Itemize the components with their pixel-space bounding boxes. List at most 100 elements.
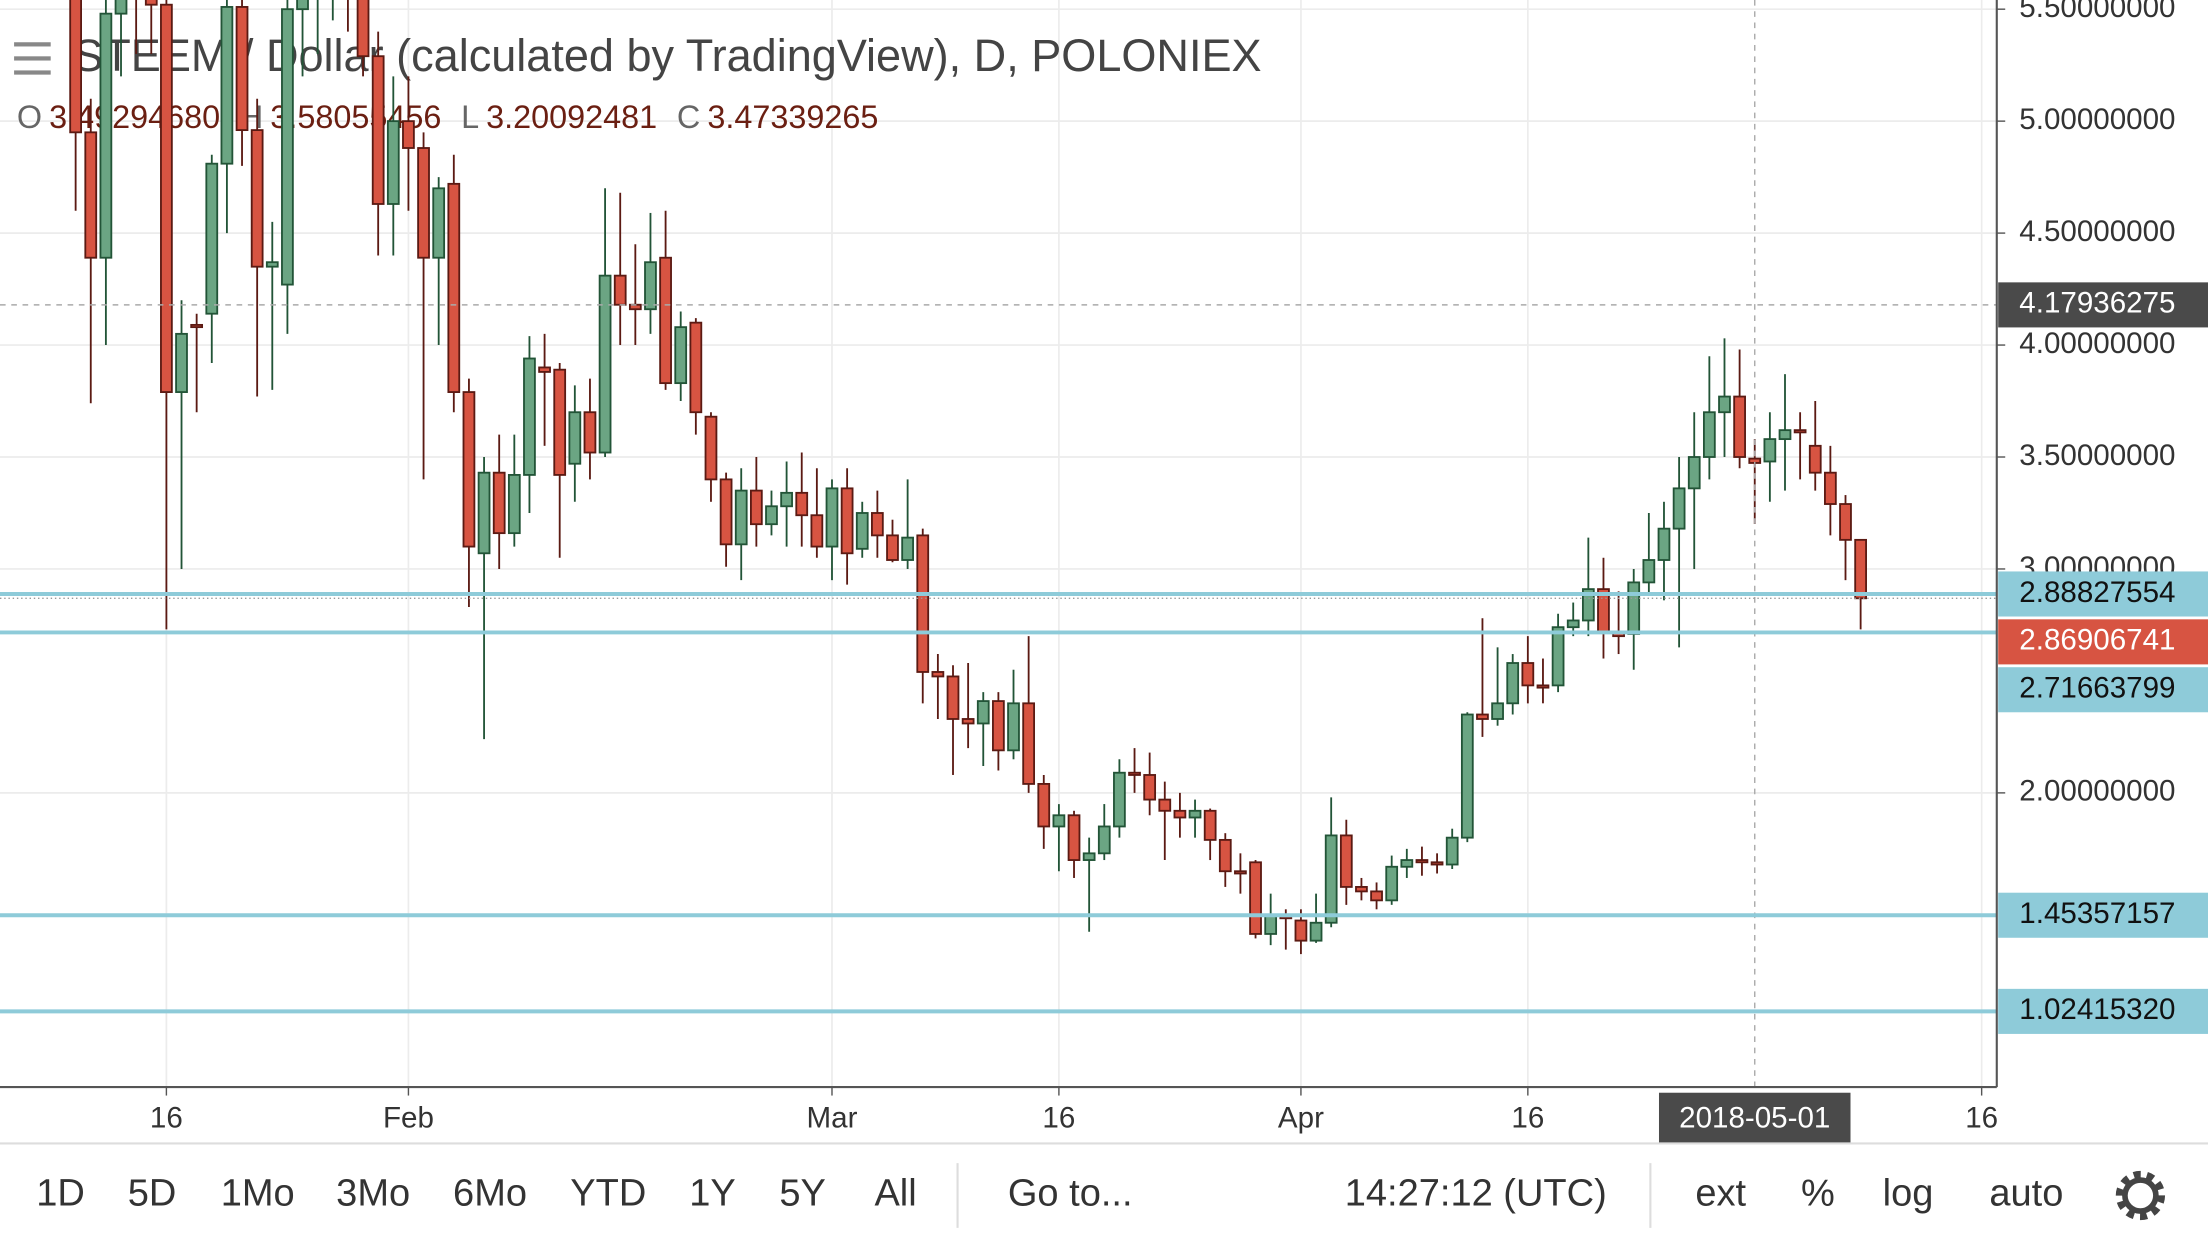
candles xyxy=(69,0,1867,955)
candle-body xyxy=(1445,836,1459,866)
candle-body xyxy=(749,489,763,526)
goto-button[interactable]: Go to... xyxy=(1008,1173,1133,1215)
candle-body xyxy=(1566,619,1580,629)
candle-body xyxy=(1824,471,1837,505)
candle-body xyxy=(689,321,703,414)
candle-body xyxy=(1506,662,1520,705)
scale-toggle[interactable]: ext xyxy=(1695,1173,1746,1215)
candle-body xyxy=(704,415,718,481)
candle-body xyxy=(1082,852,1096,861)
candle-body xyxy=(1067,814,1081,861)
y-tick-label: 4.00000000 xyxy=(2019,327,2175,360)
candle-body xyxy=(386,120,400,205)
candle-body xyxy=(810,514,824,548)
candle-body xyxy=(780,491,793,508)
toolbar: Go to... 14:27:12 (UTC) 1D 5D 1Mo 3Mo 6Mo YTD… xyxy=(0,1142,2208,1228)
candle-body xyxy=(235,6,249,132)
candle-body xyxy=(296,0,309,11)
candle-body xyxy=(613,274,627,306)
candle-body xyxy=(1143,774,1157,801)
level-price-label-box xyxy=(1998,667,2208,713)
candle-body xyxy=(871,512,884,537)
candle-body xyxy=(946,675,960,720)
candle-body xyxy=(432,187,446,259)
candle-body xyxy=(265,261,279,268)
level-price-label: 2.71663799 xyxy=(2019,672,2175,705)
candle-body xyxy=(1385,865,1399,902)
candle-body xyxy=(598,274,612,454)
candle-body xyxy=(144,0,158,6)
range-button[interactable]: 1Y xyxy=(689,1173,736,1215)
x-tick-label: Mar xyxy=(807,1101,858,1134)
last-price-label: 2.86906741 xyxy=(2019,624,2175,657)
candle-body xyxy=(1022,702,1036,785)
candle-body xyxy=(1113,771,1126,828)
candle-body xyxy=(447,182,461,393)
candle-body xyxy=(1309,921,1323,942)
candle-body xyxy=(1702,411,1716,458)
level-price-label-box xyxy=(1998,571,2208,617)
candle-body xyxy=(583,411,597,454)
candle-body xyxy=(1370,890,1383,902)
candle-body xyxy=(492,471,506,535)
last-price-label-box xyxy=(1998,619,2208,665)
candle-body xyxy=(553,368,567,476)
menu-icon[interactable] xyxy=(14,42,51,75)
candle-body xyxy=(402,120,415,149)
candle-body xyxy=(1854,538,1867,600)
level-lines xyxy=(0,0,1997,1088)
candle-body xyxy=(1687,456,1701,490)
candle-body xyxy=(1460,713,1474,839)
candle-body xyxy=(825,487,839,548)
candle-body xyxy=(281,8,294,286)
range-button[interactable]: 1D xyxy=(36,1173,85,1215)
range-button[interactable]: 6Mo xyxy=(453,1173,527,1215)
range-button[interactable]: All xyxy=(874,1173,916,1215)
menu-bar xyxy=(14,70,51,75)
scale-toggle[interactable]: % xyxy=(1801,1173,1835,1215)
candle-body xyxy=(1037,783,1051,828)
range-button[interactable]: 5D xyxy=(128,1173,177,1215)
chart-title: STEEM / Dollar (calculated by TradingVie… xyxy=(73,30,1261,81)
candle-body xyxy=(1158,798,1172,812)
candle-body xyxy=(1249,861,1262,935)
candle-body xyxy=(1294,919,1308,942)
candle-body xyxy=(1097,825,1111,855)
settings-button[interactable] xyxy=(2115,1170,2166,1221)
candle-body xyxy=(568,411,582,465)
candle-body xyxy=(1536,684,1550,689)
candle-body xyxy=(1007,702,1020,752)
scale-toggle[interactable]: auto xyxy=(1989,1173,2063,1215)
candle-body xyxy=(160,3,173,393)
crosshair-date-label: 2018-05-01 xyxy=(1679,1101,1830,1134)
candle-body xyxy=(1521,662,1535,687)
candle-body xyxy=(1793,429,1807,434)
candle-body xyxy=(644,261,657,311)
axes: 5.50000000 5.00000000 4.50000000 4.00000000… xyxy=(0,0,2175,1134)
range-button[interactable]: 1Mo xyxy=(221,1173,295,1215)
candle-body xyxy=(1234,870,1247,875)
candle-body xyxy=(1173,809,1187,819)
y-tick-label: 4.50000000 xyxy=(2019,215,2175,248)
range-button[interactable]: 3Mo xyxy=(336,1173,410,1215)
candle-body xyxy=(1581,588,1595,622)
candle-body xyxy=(1627,581,1641,635)
crosshair-date-box xyxy=(1658,1092,1851,1144)
candle-body xyxy=(1324,834,1338,924)
candle-body xyxy=(1430,861,1444,866)
candle-body xyxy=(1128,771,1141,776)
candle-body xyxy=(477,471,491,555)
scale-toggle[interactable]: log xyxy=(1883,1173,1934,1215)
range-button[interactable]: 5Y xyxy=(779,1173,826,1215)
level-price-label: 1.02415320 xyxy=(2019,993,2175,1026)
range-button[interactable]: YTD xyxy=(570,1173,646,1215)
candle-body xyxy=(1188,809,1202,819)
candle-body xyxy=(734,489,748,546)
candle-body xyxy=(250,129,264,268)
candle-body xyxy=(1339,834,1353,888)
legend-key: C xyxy=(677,99,700,135)
candle-body xyxy=(855,512,869,550)
candle-body xyxy=(659,256,672,385)
